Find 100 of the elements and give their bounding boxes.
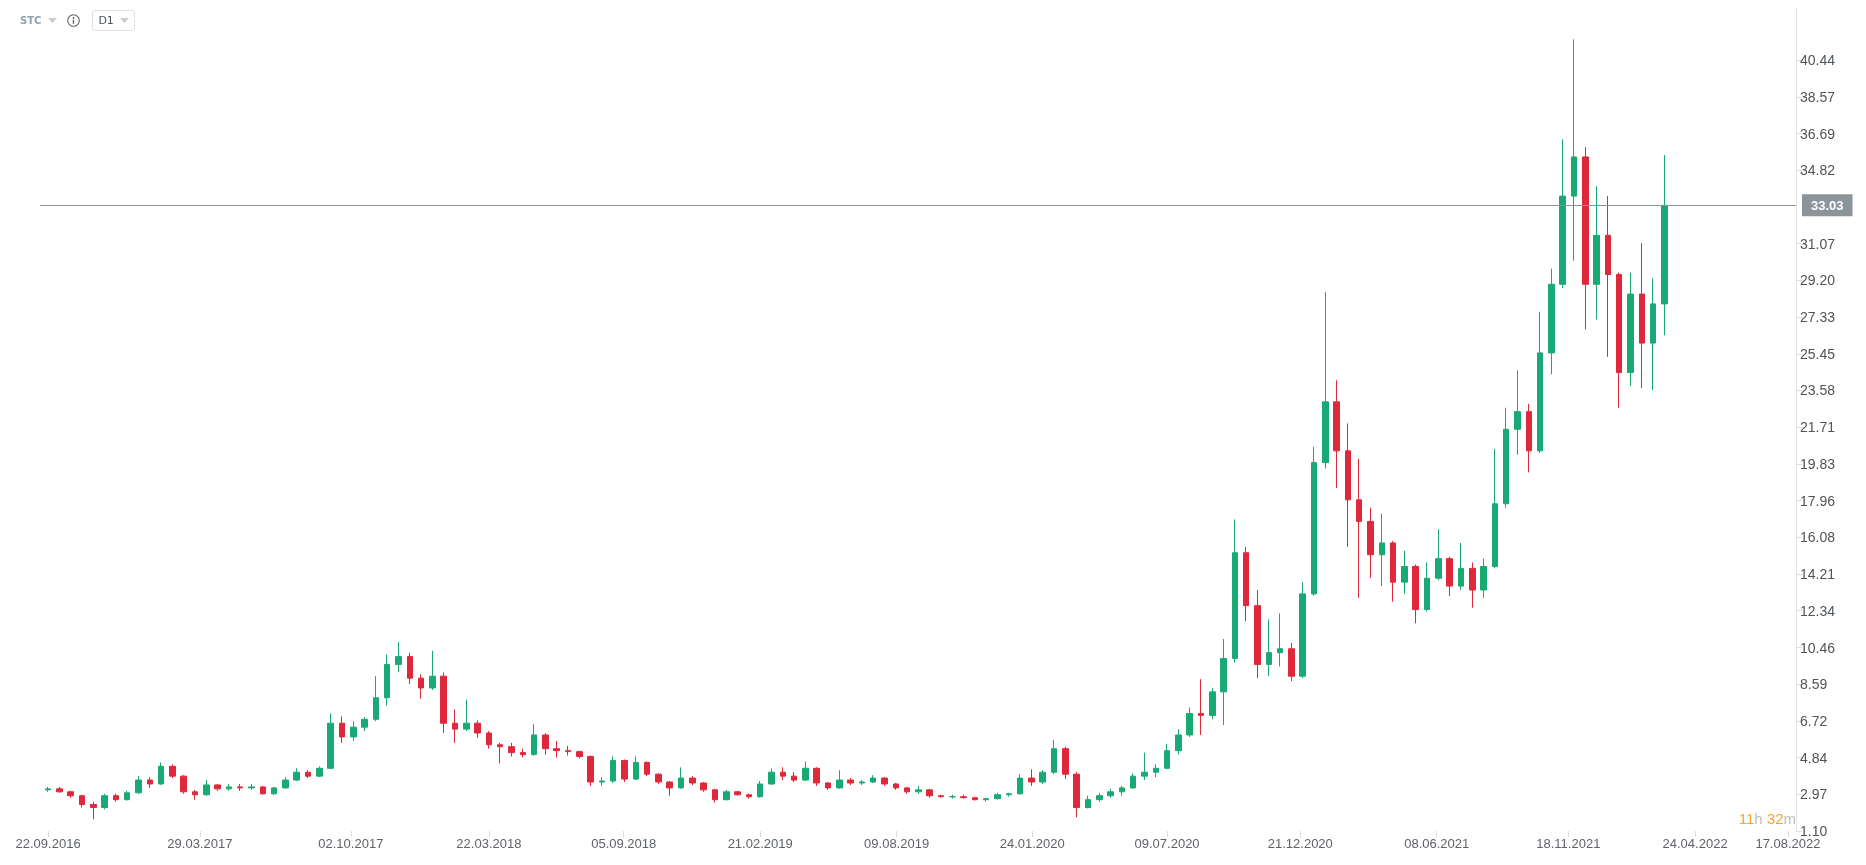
candlestick	[723, 789, 730, 802]
candlestick	[1424, 562, 1430, 613]
y-tick-label: 16.08	[1800, 529, 1836, 546]
candlestick	[666, 780, 673, 797]
candlestick	[1062, 746, 1069, 780]
candlestick	[1582, 146, 1589, 330]
candlestick	[542, 732, 549, 756]
candlestick	[158, 761, 164, 786]
candlestick	[1469, 562, 1476, 609]
candlestick	[1627, 272, 1634, 387]
y-tick-label: 6.72	[1800, 712, 1828, 729]
annotation: D1	[98, 14, 114, 27]
candlestick	[1153, 763, 1159, 778]
annotation: 11h 32m	[1738, 810, 1796, 827]
candlestick	[1198, 678, 1204, 736]
candlestick	[689, 775, 696, 786]
candlestick	[282, 776, 289, 790]
candlestick	[904, 786, 910, 795]
candlestick	[373, 675, 379, 722]
candlestick	[384, 654, 390, 707]
candlestick	[45, 786, 51, 793]
candlestick	[576, 750, 583, 759]
x-tick-label: 05.09.2018	[591, 836, 657, 851]
candlestick	[497, 742, 503, 764]
candlestick	[407, 652, 413, 685]
x-tick-label: 22.03.2018	[456, 836, 522, 851]
candlestick	[101, 793, 108, 810]
candlestick	[678, 766, 684, 790]
candlestick	[881, 776, 888, 787]
candlestick	[147, 776, 153, 789]
candlestick	[1107, 788, 1114, 799]
candlestick	[836, 769, 843, 790]
candlestick	[926, 788, 933, 799]
candlestick	[1605, 195, 1611, 358]
candlestick	[1446, 556, 1453, 597]
candlestick	[1220, 638, 1227, 726]
candlestick	[1548, 268, 1555, 375]
candlestick	[531, 723, 537, 757]
candlestick	[1492, 448, 1498, 569]
y-tick-label: 1.10	[1800, 823, 1828, 839]
candlestick	[768, 767, 775, 786]
candlestick	[1096, 792, 1103, 803]
candlestick	[599, 776, 605, 787]
candlestick	[859, 779, 865, 786]
candlestick	[1164, 743, 1170, 770]
ref-line-label: 33.03	[1811, 197, 1844, 213]
candlestick	[339, 715, 345, 744]
candlestick	[79, 794, 85, 808]
y-tick-label: 29.20	[1800, 272, 1836, 289]
candlestick	[1345, 422, 1351, 548]
candlestick	[1073, 771, 1080, 818]
y-tick-label: 21.71	[1800, 419, 1836, 436]
candlestick	[1209, 687, 1216, 720]
candlestick	[293, 767, 300, 782]
y-tick-label: 36.69	[1800, 125, 1836, 142]
candlestick	[1458, 542, 1464, 591]
candlestick	[226, 783, 232, 792]
candlestick	[1367, 507, 1374, 579]
candlestick	[1650, 277, 1656, 391]
candlestick	[1232, 518, 1238, 663]
candlestick	[1039, 769, 1046, 785]
x-tick-label: 18.11.2021	[1536, 836, 1601, 851]
candlestick	[214, 783, 221, 792]
candlestick	[67, 790, 74, 799]
candlestick	[305, 769, 311, 779]
y-tick-label: 2.97	[1800, 786, 1828, 803]
candlestick	[260, 785, 266, 796]
candlestick	[700, 781, 707, 793]
y-tick-label: 10.46	[1800, 639, 1836, 656]
candlestick	[746, 793, 752, 800]
candlestick	[440, 671, 447, 734]
y-tick-label: 4.84	[1800, 749, 1828, 766]
candlestick	[180, 774, 187, 795]
candlestick	[169, 763, 176, 779]
x-tick-label: 29.03.2017	[167, 836, 233, 851]
candlestick	[1175, 728, 1182, 756]
candlestick	[1412, 564, 1419, 624]
candlestick	[938, 794, 944, 799]
candlestick	[203, 779, 210, 797]
candlestick	[124, 790, 130, 802]
candlestick	[474, 719, 481, 739]
candlestick	[237, 783, 243, 792]
candlestick	[813, 766, 820, 787]
candlestick	[565, 745, 571, 757]
candlestick	[350, 720, 357, 742]
candlestick	[56, 786, 63, 794]
candlestick	[486, 730, 492, 750]
candlestick	[316, 765, 323, 778]
candlestick	[734, 790, 741, 797]
x-tick-label: 08.06.2021	[1404, 836, 1470, 851]
candlestick	[395, 641, 402, 673]
candlestick	[1028, 768, 1035, 787]
candlestick	[802, 760, 809, 782]
candlestick	[429, 650, 436, 691]
candlestick	[271, 786, 277, 796]
candlestick	[1051, 739, 1057, 775]
candlestick	[893, 782, 899, 791]
candlestick	[1006, 792, 1012, 798]
candlestick	[1277, 612, 1283, 667]
candlestick	[1266, 618, 1272, 677]
